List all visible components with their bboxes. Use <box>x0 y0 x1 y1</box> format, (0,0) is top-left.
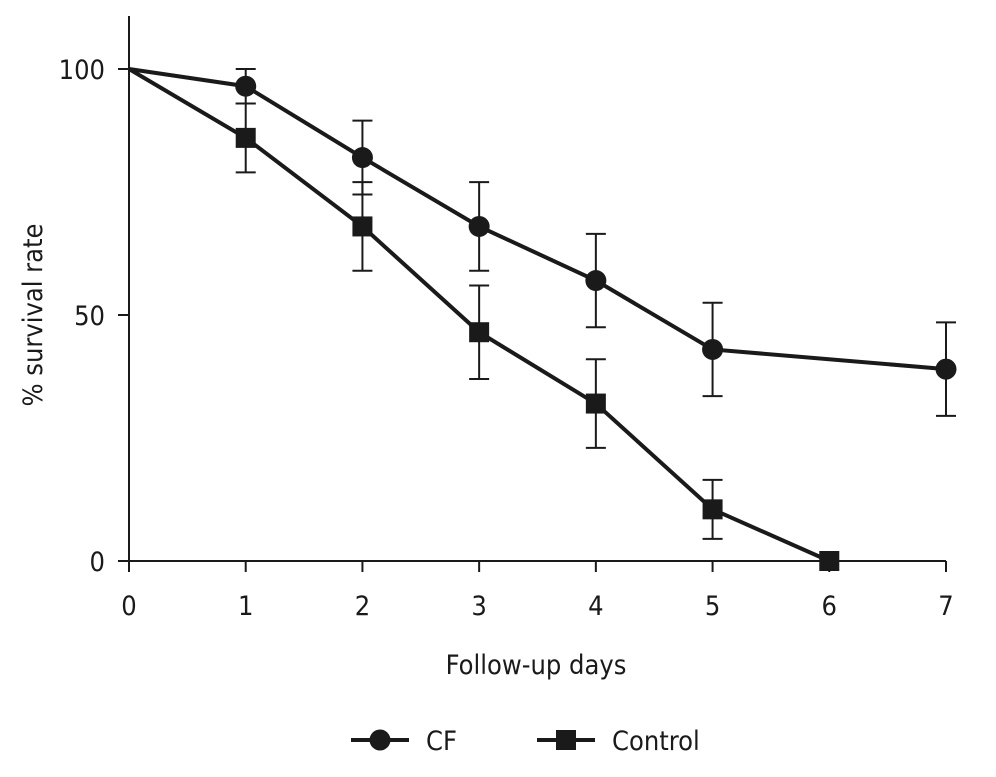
x-tick-label: 0 <box>121 591 136 622</box>
series-layer <box>127 67 957 571</box>
legend-item-control: Control <box>537 726 700 757</box>
data-point-control <box>469 322 490 343</box>
legend-marker-circle <box>369 729 391 751</box>
x-tick-label: 2 <box>355 591 370 622</box>
data-point-control <box>352 216 373 237</box>
x-tick-label: 7 <box>938 591 953 622</box>
legend-item-cf: CF <box>351 726 457 757</box>
legend-label: Control <box>612 726 700 757</box>
legend-marker-square <box>556 730 576 750</box>
series-control <box>127 67 840 571</box>
data-point-cf <box>351 147 373 169</box>
data-point-control <box>235 127 256 148</box>
data-point-cf <box>702 338 724 360</box>
data-point-control <box>819 551 840 571</box>
y-tick-label: 100 <box>59 55 105 86</box>
y-tick-label: 50 <box>74 301 105 332</box>
data-point-cf <box>585 270 607 292</box>
x-tick-label: 6 <box>822 591 837 622</box>
data-point-control <box>702 499 723 520</box>
x-tick-label: 5 <box>705 591 720 622</box>
legend-label: CF <box>426 726 457 757</box>
x-axis-title: Follow-up days <box>446 650 627 681</box>
x-ticks: 0 1 2 3 4 5 6 7 <box>121 561 954 622</box>
y-ticks: 0 50 100 <box>59 55 129 578</box>
x-tick-label: 3 <box>471 591 486 622</box>
legend: CF Control <box>351 726 700 757</box>
x-tick-label: 4 <box>588 591 603 622</box>
y-tick-label: 0 <box>90 547 105 578</box>
data-point-control <box>585 393 606 414</box>
data-point-cf <box>935 358 957 380</box>
data-point-cf <box>468 215 490 237</box>
data-point-cf <box>235 75 257 97</box>
series-line-cf <box>128 67 947 372</box>
y-axis-title: % survival rate <box>18 223 49 406</box>
x-tick-label: 1 <box>238 591 253 622</box>
axes <box>128 16 946 562</box>
series-cf <box>128 67 957 417</box>
